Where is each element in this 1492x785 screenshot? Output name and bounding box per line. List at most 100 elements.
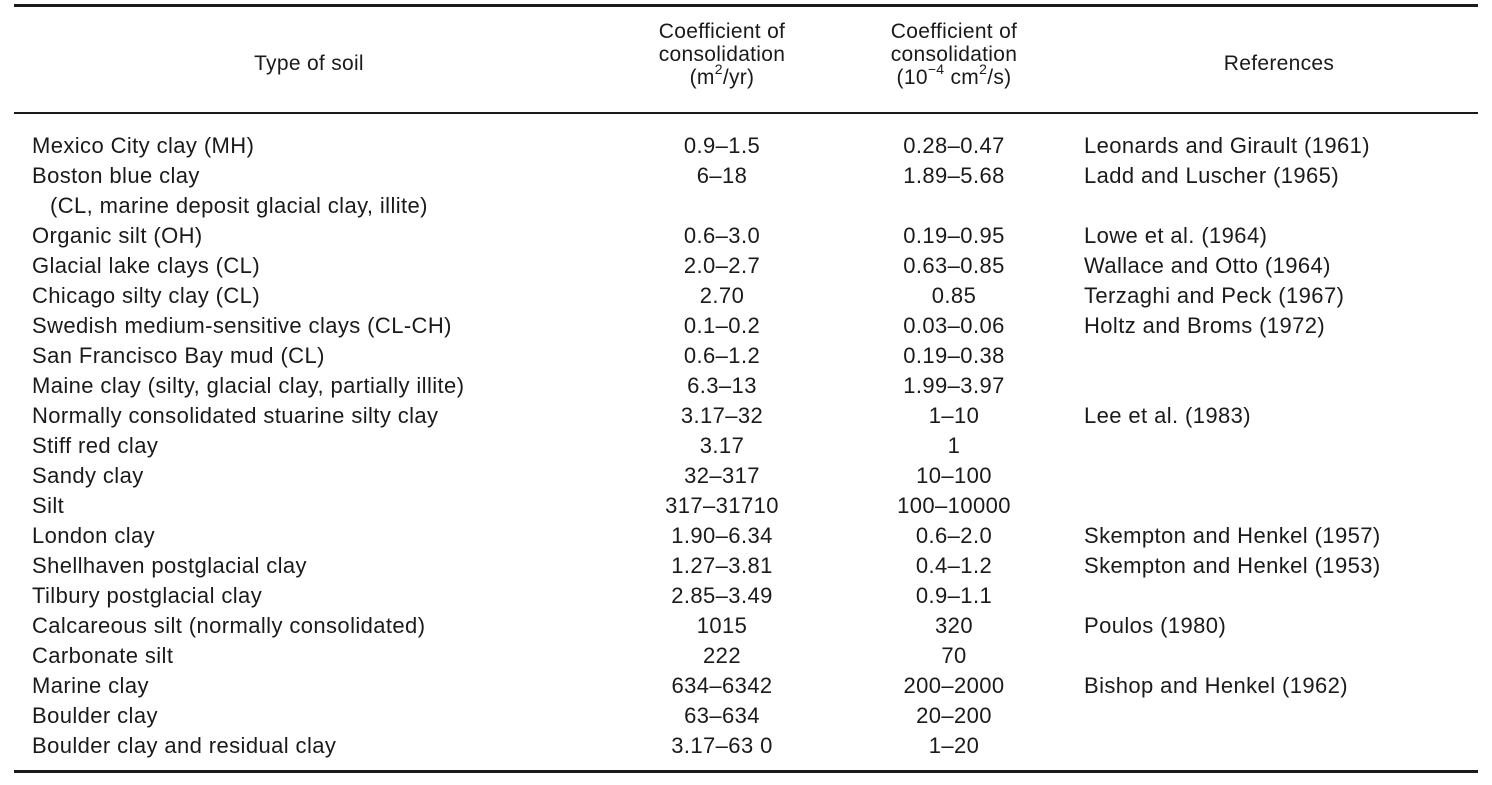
cell-coefficient-cm2-s: 0.03–0.06 <box>903 313 1005 338</box>
soil-type-detail: (CL, marine deposit glacial clay, illite… <box>50 193 428 218</box>
soil-type-label: Mexico City clay (MH) <box>32 133 255 158</box>
cell-coefficient-m2-yr: 0.6–3.0 <box>683 223 761 248</box>
cell-coefficient-cm2-s: 200–2000 <box>903 673 1005 698</box>
cell-coefficient-m2-yr: 6–18 <box>696 163 748 188</box>
header-soil-label: Type of soil <box>254 52 364 75</box>
cell-coefficient-cm2-s: 1.89–5.68 <box>903 163 1005 188</box>
header-references-label: References <box>1223 52 1335 75</box>
cell-soil-type: Silt <box>32 491 632 521</box>
cell-coefficient-cm2-s: 0.9–1.1 <box>915 583 993 608</box>
soil-type-label: Tilbury postglacial clay <box>32 583 263 608</box>
cell-soil-type: Normally consolidated stuarine silty cla… <box>32 401 632 431</box>
cell-coefficient-m2-yr: 2.0–2.7 <box>683 253 761 278</box>
table-row: Boulder clay 63–634 20–200 <box>14 701 1478 731</box>
cell-soil-type: Maine clay (silty, glacial clay, partial… <box>32 371 632 401</box>
cell-coefficient-m2-yr: 0.6–1.2 <box>683 343 761 368</box>
header-c2-line1: Coefficient of <box>890 20 1018 43</box>
table-row: Swedish medium-sensitive clays (CL-CH) 0.… <box>14 311 1478 341</box>
cell-coefficient-cm2-s: 0.6–2.0 <box>915 523 993 548</box>
cell-coefficient-cm2-s: 20–200 <box>916 703 992 728</box>
cell-reference: Leonards and Girault (1961) <box>1084 133 1370 158</box>
soil-type-label: Boulder clay <box>32 703 158 728</box>
cell-soil-type: Tilbury postglacial clay <box>32 581 632 611</box>
header-references: References <box>1084 52 1474 75</box>
table-row: Calcareous silt (normally consolidated) 1… <box>14 611 1478 641</box>
cell-coefficient-cm2-s: 0.19–0.38 <box>903 343 1005 368</box>
cell-reference: Bishop and Henkel (1962) <box>1084 673 1348 698</box>
cell-coefficient-cm2-s: 1–20 <box>928 733 980 758</box>
cell-soil-type: Organic silt (OH) <box>32 221 632 251</box>
cell-soil-type: Boulder clay <box>32 701 632 731</box>
soil-type-label: Boulder clay and residual clay <box>32 733 337 758</box>
cell-coefficient-m2-yr: 2.85–3.49 <box>671 583 773 608</box>
cell-coefficient-cm2-s: 1 <box>947 433 961 458</box>
cell-coefficient-m2-yr: 634–6342 <box>671 673 773 698</box>
table-row: Tilbury postglacial clay 2.85–3.49 0.9–1.1 <box>14 581 1478 611</box>
cell-reference: Lowe et al. (1964) <box>1084 223 1268 248</box>
table-row: Boston blue clay (CL, marine deposit glac… <box>14 161 1478 221</box>
cell-coefficient-cm2-s: 0.19–0.95 <box>903 223 1005 248</box>
cell-coefficient-m2-yr: 222 <box>703 643 741 668</box>
cell-soil-type: Boulder clay and residual clay <box>32 731 632 761</box>
table-row: Organic silt (OH) 0.6–3.0 0.19–0.95 Lowe et… <box>14 221 1478 251</box>
table-row: London clay 1.90–6.34 0.6–2.0 Skempton and … <box>14 521 1478 551</box>
cell-coefficient-cm2-s: 1.99–3.97 <box>903 373 1005 398</box>
soil-type-label: Calcareous silt (normally consolidated) <box>32 613 426 638</box>
cell-coefficient-m2-yr: 3.17–63 0 <box>671 733 773 758</box>
table-row: Maine clay (silty, glacial clay, partial… <box>14 371 1478 401</box>
soil-type-label: Silt <box>32 493 65 518</box>
cell-coefficient-m2-yr: 1.27–3.81 <box>671 553 773 578</box>
table-row: Chicago silty clay (CL) 2.70 0.85 Terzaghi … <box>14 281 1478 311</box>
cell-coefficient-m2-yr: 32–317 <box>684 463 760 488</box>
table-row: Normally consolidated stuarine silty cla… <box>14 401 1478 431</box>
cell-soil-type: San Francisco Bay mud (CL) <box>32 341 632 371</box>
table-row: Silt 317–31710 100–10000 <box>14 491 1478 521</box>
cell-coefficient-m2-yr: 0.1–0.2 <box>683 313 761 338</box>
soil-type-label: Maine clay (silty, glacial clay, partial… <box>32 373 465 398</box>
cell-coefficient-m2-yr: 1.90–6.34 <box>671 523 773 548</box>
table-row: Carbonate silt 222 70 <box>14 641 1478 671</box>
cell-reference: Skempton and Henkel (1953) <box>1084 553 1381 578</box>
cell-coefficient-cm2-s: 100–10000 <box>897 493 1011 518</box>
cell-soil-type: Boston blue clay (CL, marine deposit glac… <box>32 161 632 221</box>
cell-soil-type: Mexico City clay (MH) <box>32 131 632 161</box>
soil-type-label: Glacial lake clays (CL) <box>32 253 261 278</box>
cell-coefficient-cm2-s: 0.4–1.2 <box>915 553 993 578</box>
cell-coefficient-m2-yr: 6.3–13 <box>687 373 757 398</box>
header-c1-line1: Coefficient of <box>658 20 786 43</box>
cell-coefficient-m2-yr: 3.17 <box>699 433 745 458</box>
header-type-of-soil: Type of soil <box>144 52 474 75</box>
table-row: Shellhaven postglacial clay 1.27–3.81 0.4–… <box>14 551 1478 581</box>
soil-type-label: Boston blue clay <box>32 163 200 188</box>
cell-soil-type: Swedish medium-sensitive clays (CL-CH) <box>32 311 632 341</box>
soil-type-label: Marine clay <box>32 673 149 698</box>
top-rule <box>14 4 1478 7</box>
cell-soil-type: Glacial lake clays (CL) <box>32 251 632 281</box>
soil-type-label: London clay <box>32 523 156 548</box>
soil-type-label: Shellhaven postglacial clay <box>32 553 307 578</box>
header-c2-line2: consolidation <box>890 43 1018 66</box>
cell-coefficient-cm2-s: 0.63–0.85 <box>903 253 1005 278</box>
cell-coefficient-m2-yr: 1015 <box>696 613 748 638</box>
cell-reference: Skempton and Henkel (1957) <box>1084 523 1381 548</box>
cell-reference: Ladd and Luscher (1965) <box>1084 163 1340 188</box>
cell-coefficient-cm2-s: 320 <box>935 613 973 638</box>
cell-coefficient-m2-yr: 2.70 <box>699 283 745 308</box>
table-row: San Francisco Bay mud (CL) 0.6–1.2 0.19–0.… <box>14 341 1478 371</box>
cell-soil-type: Chicago silty clay (CL) <box>32 281 632 311</box>
cell-reference: Wallace and Otto (1964) <box>1084 253 1331 278</box>
cell-soil-type: Shellhaven postglacial clay <box>32 551 632 581</box>
cell-soil-type: London clay <box>32 521 632 551</box>
soil-type-label: Stiff red clay <box>32 433 159 458</box>
cell-coefficient-cm2-s: 0.85 <box>931 283 977 308</box>
cell-soil-type: Marine clay <box>32 671 632 701</box>
cell-coefficient-m2-yr: 63–634 <box>684 703 760 728</box>
cell-coefficient-m2-yr: 317–31710 <box>665 493 779 518</box>
soil-type-label: Carbonate silt <box>32 643 174 668</box>
cell-soil-type: Calcareous silt (normally consolidated) <box>32 611 632 641</box>
table-body: Mexico City clay (MH) 0.9–1.5 0.28–0.47 Leo… <box>14 131 1478 761</box>
header-coefficient-cm2-s: Coefficient of consolidation (10−4 cm2/s… <box>824 20 1084 89</box>
cell-coefficient-cm2-s: 10–100 <box>916 463 992 488</box>
table-row: Stiff red clay 3.17 1 <box>14 431 1478 461</box>
soil-type-label: Organic silt (OH) <box>32 223 203 248</box>
